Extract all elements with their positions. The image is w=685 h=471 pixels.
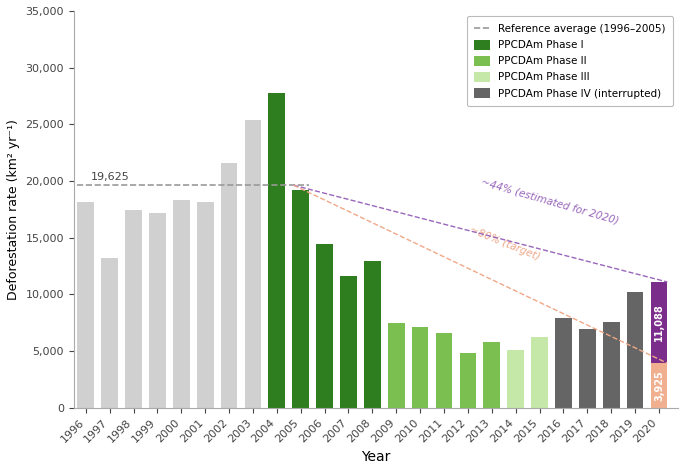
Bar: [436, 333, 452, 407]
X-axis label: Year: Year: [361, 450, 390, 464]
Bar: [364, 261, 381, 407]
Text: 3,925: 3,925: [654, 370, 664, 401]
Bar: [149, 213, 166, 407]
Bar: [292, 190, 309, 407]
Bar: [77, 203, 94, 407]
Bar: [221, 163, 238, 407]
Bar: [412, 327, 429, 407]
Bar: [651, 363, 667, 407]
Bar: [651, 282, 667, 363]
Text: ~80% (target): ~80% (target): [468, 225, 541, 262]
Bar: [460, 353, 476, 407]
Bar: [508, 350, 524, 407]
Bar: [173, 200, 190, 407]
Bar: [627, 292, 643, 407]
Bar: [101, 258, 118, 407]
Bar: [245, 120, 261, 407]
Bar: [555, 318, 572, 407]
Bar: [579, 329, 596, 407]
Bar: [269, 92, 285, 407]
Y-axis label: Deforestation rate (km² yr⁻¹): Deforestation rate (km² yr⁻¹): [7, 119, 20, 300]
Bar: [197, 203, 214, 407]
Text: 11,088: 11,088: [654, 304, 664, 341]
Bar: [531, 337, 548, 407]
Text: ~44% (estimated for 2020): ~44% (estimated for 2020): [479, 177, 620, 226]
Legend: Reference average (1996–2005), PPCDAm Phase I, PPCDAm Phase II, PPCDAm Phase III: Reference average (1996–2005), PPCDAm Ph…: [466, 16, 673, 106]
Bar: [125, 211, 142, 407]
Bar: [316, 244, 333, 407]
Bar: [484, 342, 500, 407]
Bar: [388, 323, 405, 407]
Bar: [340, 276, 357, 407]
Text: 19,625: 19,625: [90, 172, 129, 182]
Bar: [603, 322, 619, 407]
